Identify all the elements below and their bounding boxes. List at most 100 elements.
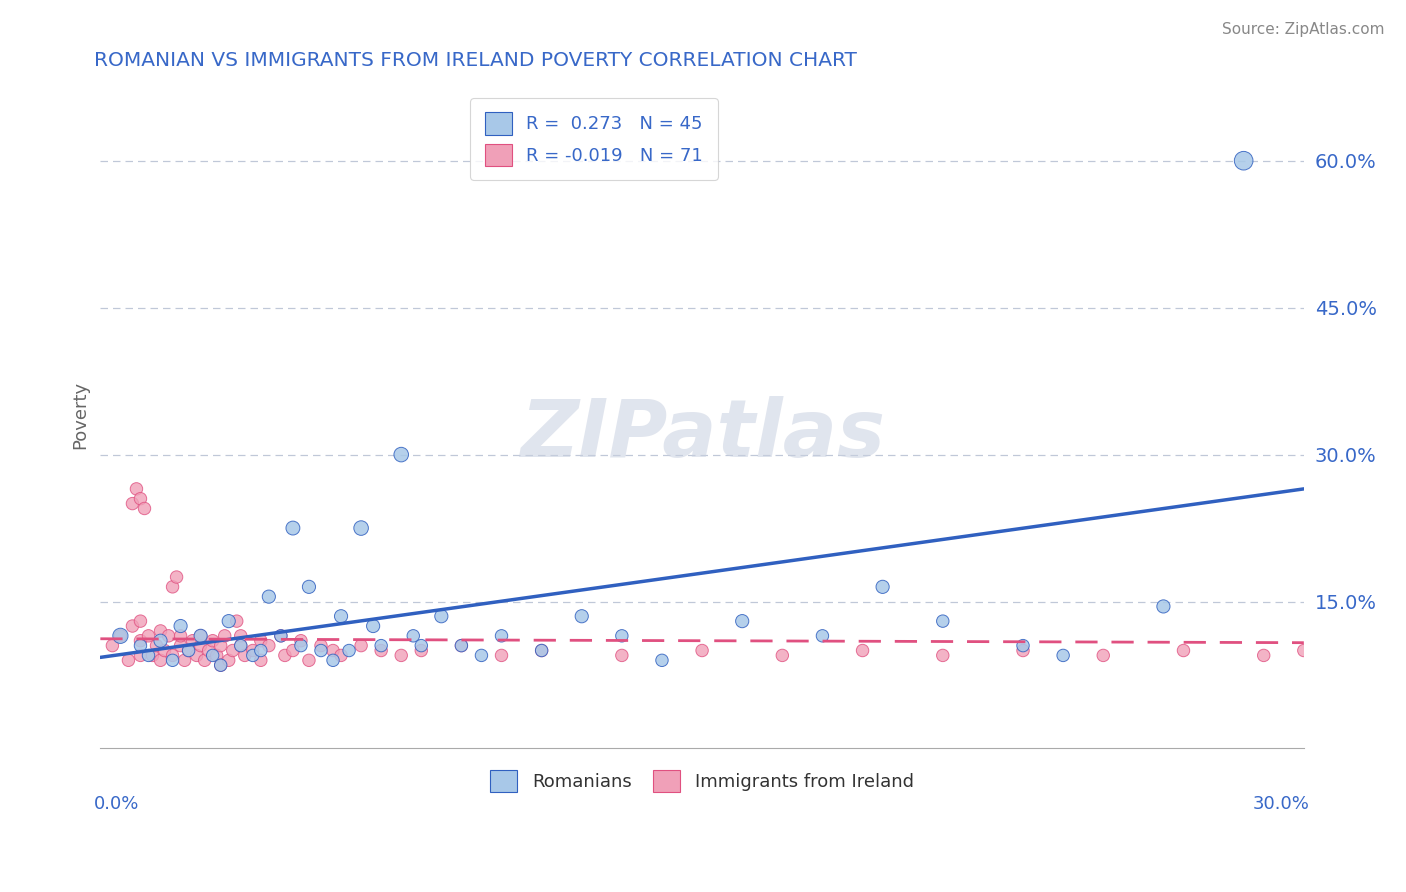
Point [330, 609, 353, 624]
Point [110, 629, 132, 643]
Point [1292, 643, 1315, 657]
Point [298, 580, 321, 594]
Point [101, 639, 124, 653]
Point [389, 648, 412, 663]
Point [1253, 648, 1275, 663]
Point [129, 648, 152, 663]
Point [233, 648, 256, 663]
Point [121, 497, 143, 511]
Point [209, 639, 232, 653]
Point [932, 648, 955, 663]
Point [322, 643, 344, 657]
Point [430, 609, 453, 624]
Point [250, 643, 273, 657]
Text: ZIPatlas: ZIPatlas [520, 396, 884, 475]
Point [257, 590, 280, 604]
Point [173, 653, 195, 667]
Point [651, 653, 673, 667]
Point [690, 643, 713, 657]
Point [257, 639, 280, 653]
Point [197, 643, 219, 657]
Point [411, 643, 433, 657]
Point [162, 653, 184, 667]
Point [350, 521, 373, 535]
Point [209, 658, 232, 673]
Point [129, 491, 152, 506]
Point [330, 648, 353, 663]
Point [290, 633, 312, 648]
Point [157, 629, 180, 643]
Point [370, 639, 392, 653]
Point [1012, 643, 1035, 657]
Point [270, 629, 292, 643]
Point [1152, 599, 1174, 614]
Point [201, 633, 224, 648]
Point [222, 643, 245, 657]
Point [322, 653, 344, 667]
Point [491, 648, 513, 663]
Point [229, 629, 252, 643]
Point [190, 629, 212, 643]
Point [610, 648, 633, 663]
Point [1052, 648, 1074, 663]
Point [470, 648, 492, 663]
Text: ROMANIAN VS IMMIGRANTS FROM IRELAND POVERTY CORRELATION CHART: ROMANIAN VS IMMIGRANTS FROM IRELAND POVE… [94, 51, 858, 70]
Point [402, 629, 425, 643]
Point [169, 629, 191, 643]
Point [450, 639, 472, 653]
Legend: Romanians, Immigrants from Ireland: Romanians, Immigrants from Ireland [484, 763, 921, 799]
Point [811, 629, 834, 643]
Point [129, 639, 152, 653]
Point [274, 648, 297, 663]
Point [361, 619, 384, 633]
Point [389, 448, 412, 462]
Point [149, 633, 172, 648]
Point [190, 639, 212, 653]
Point [138, 629, 160, 643]
Point [309, 643, 332, 657]
Point [201, 648, 224, 663]
Point [309, 639, 332, 653]
Text: 0.0%: 0.0% [94, 795, 139, 814]
Point [298, 653, 321, 667]
Point [110, 629, 132, 643]
Point [190, 629, 212, 643]
Point [250, 653, 273, 667]
Point [153, 643, 176, 657]
Point [242, 648, 264, 663]
Point [169, 619, 191, 633]
Point [149, 653, 172, 667]
Point [209, 658, 232, 673]
Point [1233, 153, 1256, 168]
Point [229, 639, 252, 653]
Point [145, 639, 167, 653]
Point [177, 643, 200, 657]
Point [530, 643, 553, 657]
Point [214, 629, 236, 643]
Point [129, 633, 152, 648]
Point [242, 643, 264, 657]
Point [162, 580, 184, 594]
Point [281, 643, 304, 657]
Point [250, 633, 273, 648]
Point [281, 521, 304, 535]
Point [218, 653, 240, 667]
Point [370, 643, 392, 657]
Point [1173, 643, 1195, 657]
Point [229, 639, 252, 653]
Point [851, 643, 873, 657]
Point [530, 643, 553, 657]
Text: 30.0%: 30.0% [1253, 795, 1310, 814]
Point [125, 482, 148, 496]
Point [571, 609, 593, 624]
Point [290, 639, 312, 653]
Point [731, 614, 754, 628]
Point [491, 629, 513, 643]
Point [138, 648, 160, 663]
Point [186, 648, 208, 663]
Point [218, 614, 240, 628]
Point [350, 639, 373, 653]
Point [270, 629, 292, 643]
Point [194, 653, 217, 667]
Text: Source: ZipAtlas.com: Source: ZipAtlas.com [1222, 22, 1385, 37]
